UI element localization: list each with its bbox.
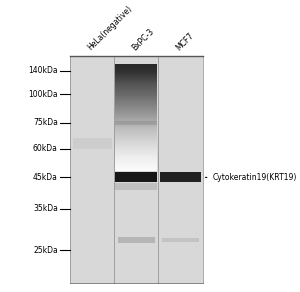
Text: 140kDa: 140kDa (28, 66, 58, 75)
Text: 60kDa: 60kDa (33, 144, 58, 153)
Text: 75kDa: 75kDa (33, 118, 58, 127)
Text: Cytokeratin19(KRT19): Cytokeratin19(KRT19) (206, 173, 297, 182)
Bar (160, 173, 201, 182)
Bar (116, 64, 157, 72)
Text: 35kDa: 35kDa (33, 204, 58, 213)
Bar (116, 121, 157, 125)
Bar (116, 92, 157, 96)
Text: 100kDa: 100kDa (28, 90, 58, 99)
Text: HeLa(negative): HeLa(negative) (86, 4, 134, 53)
Bar (73, 138, 112, 149)
Bar (162, 237, 199, 242)
Text: BxPC-3: BxPC-3 (130, 27, 155, 53)
Text: MCF7: MCF7 (174, 31, 196, 53)
Text: 25kDa: 25kDa (33, 246, 58, 255)
Bar (116, 173, 157, 182)
Bar (118, 237, 155, 243)
Text: 45kDa: 45kDa (33, 173, 58, 182)
Bar (116, 183, 157, 190)
Bar (70, 56, 202, 283)
